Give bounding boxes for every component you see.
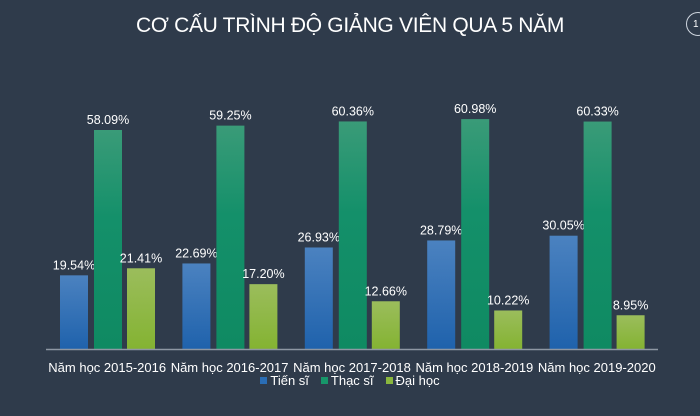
data-label: 60.33% [576,105,618,119]
data-label: 21.41% [120,251,162,265]
bar-Tiến sĩ [427,240,456,349]
data-label: 10.22% [487,293,529,307]
bar-Tiến sĩ [549,235,578,349]
category-label: Năm học 2016-2017 [171,360,289,375]
bar-Thạc sĩ [338,121,367,349]
data-label: 58.09% [87,113,129,127]
category-label: Năm học 2019-2020 [538,360,656,375]
bar-Thạc sĩ [94,130,122,349]
data-label: 60.98% [454,102,496,116]
bar-Đại học [616,315,645,349]
data-label: 22.69% [175,246,217,260]
bar-Tiến sĩ [60,275,88,349]
data-label: 30.05% [542,219,584,233]
data-label: 12.66% [365,284,407,298]
legend-item: Đại học [385,373,440,388]
legend-item: Thạc sĩ [320,373,374,388]
legend-swatch [385,377,393,384]
bar-Thạc sĩ [583,121,612,349]
category-label: Năm học 2017-2018 [293,360,411,375]
bar-Tiến sĩ [304,247,333,349]
data-label: 17.20% [242,267,284,281]
legend-item: Tiến sĩ [260,373,309,388]
category-label: Năm học 2015-2016 [48,360,166,375]
chart-legend: Tiến sĩ Thạc sĩ Đại học [0,373,700,388]
bar-Đại học [494,310,523,349]
legend-label: Thạc sĩ [330,373,374,388]
legend-label: Đại học [395,373,440,388]
legend-label: Tiến sĩ [270,373,309,388]
legend-swatch [260,377,268,384]
legend-swatch [320,377,328,384]
data-label: 60.36% [332,104,374,118]
data-label: 8.95% [613,298,648,312]
data-label: 26.93% [298,230,340,244]
category-label: Năm học 2018-2019 [415,360,533,375]
bar-Thạc sĩ [216,125,245,349]
data-label: 59.25% [209,109,251,123]
bar-Đại học [127,268,155,349]
data-label: 28.79% [420,223,462,237]
bar-Đại học [371,301,400,349]
data-label: 19.54% [53,258,95,272]
bar-Thạc sĩ [461,119,490,349]
chart-title: CƠ CẤU TRÌNH ĐỘ GIẢNG VIÊN QUA 5 NĂM [135,14,565,37]
bar-Tiến sĩ [182,263,211,349]
bar-Đại học [249,284,278,349]
